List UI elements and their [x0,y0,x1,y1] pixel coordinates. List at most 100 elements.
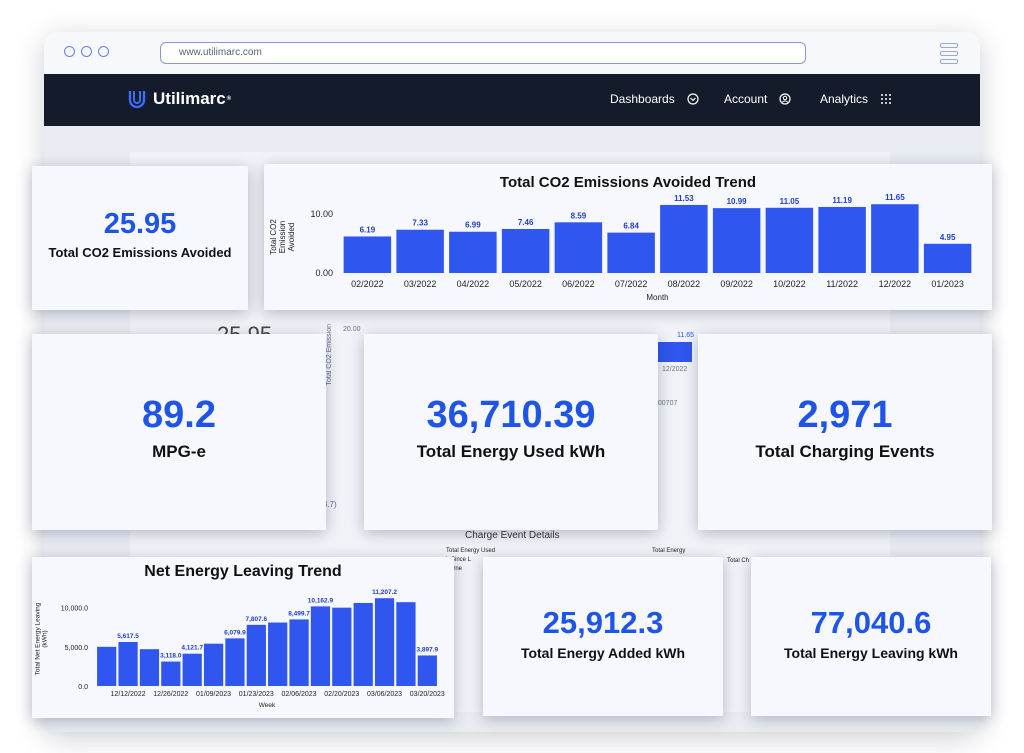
utilimarc-logo-icon [128,91,146,109]
nav-analytics-label: Analytics [820,92,869,106]
chart-bar [343,236,392,273]
chart-bar [374,598,395,686]
bar-data-label: 10.99 [727,197,748,206]
window-minimize-dot[interactable] [81,46,92,57]
y-tick-label: 5,000.0 [65,645,88,652]
bar-data-label: 6.19 [360,225,376,234]
net-energy-chart-title: Net Energy Leaving Trend [144,563,342,580]
y-axis-title-line: Emission [278,221,287,253]
x-tick-label: 01/23/2023 [239,691,274,698]
chart-bar [660,204,708,273]
bar-data-label: 11.05 [780,197,800,206]
kpi-energy-used-label: Total Energy Used kWh [416,442,606,461]
chart-bar [310,606,331,686]
kpi-energy-used-value: 36,710.39 [426,394,596,436]
chart-bar [353,602,373,686]
x-axis-title: Week [259,702,276,709]
kpi-co2-label: Total CO2 Emissions Avoided [48,245,232,260]
chart-bar [712,208,761,273]
chart-bar [396,602,416,686]
nav-account[interactable]: Account [724,92,791,106]
charge-event-details-title: Charge Event Details [465,530,560,541]
ghost-id: 700707 [654,400,678,407]
chart-bar [449,231,497,273]
x-tick-label: 03/06/2023 [367,691,402,698]
x-tick-label: 03/2022 [404,279,437,289]
nav-dashboards[interactable]: Dashboards [610,92,699,106]
ghost-tick: 20.00 [343,326,361,333]
net-energy-chart-card: Net Energy Leaving Trend 5,617.5 3,118.0 4… [32,557,454,718]
chart-bar [332,607,352,686]
window-close-dot[interactable] [64,46,75,57]
brand-name: Utilimarc [153,89,226,108]
y-tick-label: 0.0 [78,684,88,691]
y-axis-title-line: Total Net Energy Leaving [34,602,41,675]
y-axis-title-line: (kWh) [42,630,49,647]
x-tick-label: 10/2022 [773,279,806,289]
net-energy-chart: 5,617.5 3,118.04,121.7 6,079.9 7,807.6 8,499… [34,589,445,709]
ghost-bar-label: 11.65 [677,332,694,339]
chart-bar [871,204,919,273]
kpi-charging-events-value: 2,971 [797,394,893,436]
brand-mark: ® [226,96,232,102]
y-tick-label: 0.00 [315,268,333,278]
x-tick-label: 06/2022 [562,279,595,289]
kpi-charging-events-label: Total Charging Events [755,442,935,461]
x-tick-label: 04/2022 [457,279,490,289]
ghost-month: 12/2022 [662,366,688,373]
bar-data-label: 11.53 [674,194,694,203]
bar-data-label: 7.33 [412,219,428,228]
chart-bar [396,229,444,273]
x-tick-label: 12/2022 [879,279,912,289]
chart-bar [203,643,224,686]
kpi-co2-value: 25.95 [103,208,177,240]
chart-bar [607,232,655,273]
address-bar[interactable]: www.utilimarc.com [160,42,806,64]
chart-bar [289,619,309,686]
ghost-column-header: Total Ch [727,558,750,564]
chart-bar [246,624,266,686]
bar-data-label: 11.65 [885,193,905,202]
bar-data-label: 6,079.9 [224,629,246,636]
y-axis-title-line: Total CO2 [269,219,278,255]
kpi-energy-leaving-value: 77,040.6 [810,605,932,640]
bar-data-label: 6.99 [465,221,481,230]
x-tick-label: 01/2023 [931,279,964,289]
top-navbar: Utilimarc ® Dashboards Account Analytics [44,74,980,126]
window-maximize-dot[interactable] [98,46,109,57]
chart-bar [765,207,814,273]
bar-data-label: 8,499.7 [288,610,310,617]
bar-data-label: 11.19 [832,196,852,205]
chart-bar [225,638,245,686]
grid-dots-icon [881,94,892,104]
kpi-energy-leaving-label: Total Energy Leaving kWh [784,645,958,661]
bar-data-label: 4,121.7 [181,645,203,652]
bar-data-label: 7,807.6 [245,616,267,623]
x-tick-label: 02/2022 [351,279,384,289]
kpi-card-mpge: 89.2 MPG-e [32,334,326,530]
kpi-mpge-value: 89.2 [142,394,216,436]
ghost-column-sub: erne [450,566,463,572]
kpi-energy-added-value: 25,912.3 [542,605,664,640]
x-tick-label: 07/2022 [615,279,648,289]
y-axis-title-line: Avoided [287,223,296,252]
menu-icon[interactable] [940,43,958,64]
kpi-mpge-label: MPG-e [152,442,206,461]
x-tick-label: 01/09/2023 [196,691,231,698]
kpi-card-energy-leaving: 77,040.6 Total Energy Leaving kWh [751,557,991,716]
chart-bar [818,206,866,273]
kpi-card-energy-used: 36,710.39 Total Energy Used kWh [364,334,658,530]
x-tick-label: 02/20/2023 [324,691,359,698]
kpi-card-charging-events: 2,971 Total Charging Events [698,334,992,530]
bar-data-label: 3,118.0 [160,653,182,660]
x-tick-label: 03/20/2023 [410,691,445,698]
bar-data-label: 5,617.5 [117,633,139,640]
co2-trend-chart-title: Total CO2 Emissions Avoided Trend [499,174,757,191]
co2-trend-chart: 6.19 7.33 6.99 7.46 8.59 6.84 11.53 10.99 11.05 1… [269,193,972,302]
co2-trend-chart-card: Total CO2 Emissions Avoided Trend 6.19 7.… [264,164,992,310]
brand-logo[interactable]: Utilimarc ® [128,89,231,109]
x-tick-label: 02/06/2023 [282,691,317,698]
chart-bar [161,661,181,686]
nav-analytics[interactable]: Analytics [820,92,892,106]
chart-bar [501,228,550,273]
